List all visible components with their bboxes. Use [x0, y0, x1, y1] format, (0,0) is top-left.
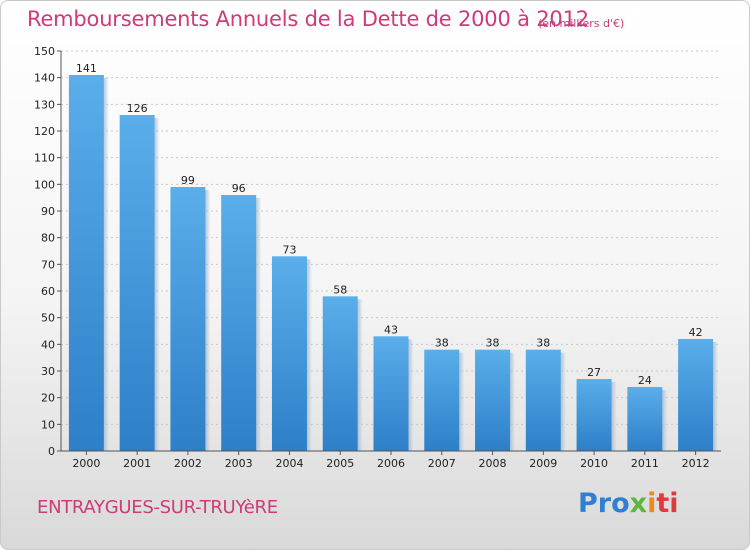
- y-tick-label: 110: [34, 152, 55, 165]
- chart-title: Remboursements Annuels de la Dette de 20…: [27, 7, 589, 31]
- bar-shadow: [103, 78, 109, 451]
- logo-part-4: ti: [656, 488, 679, 519]
- y-tick-label: 60: [41, 285, 55, 298]
- bar-shadow: [510, 352, 516, 451]
- x-tick-label: 2005: [326, 457, 354, 470]
- x-tick-label: 2002: [174, 457, 202, 470]
- y-tick-label: 0: [48, 445, 55, 458]
- bar: [475, 349, 511, 451]
- data-label: 73: [282, 243, 296, 256]
- data-label: 38: [435, 337, 449, 350]
- bar: [170, 187, 206, 451]
- data-label: 24: [638, 374, 652, 387]
- bar: [424, 349, 460, 451]
- x-tick-label: 2007: [428, 457, 456, 470]
- x-tick-label: 2000: [72, 457, 100, 470]
- y-tick-label: 140: [34, 72, 55, 85]
- bar-shadow: [256, 198, 262, 451]
- bar: [221, 195, 257, 451]
- bar-shadow: [408, 339, 414, 451]
- x-tick-label: 2006: [377, 457, 405, 470]
- bar-shadow: [662, 390, 668, 451]
- data-label: 58: [333, 283, 347, 296]
- x-tick-label: 2008: [479, 457, 507, 470]
- x-tick-label: 2012: [682, 457, 710, 470]
- bar: [322, 296, 358, 451]
- data-label: 141: [76, 62, 97, 75]
- data-label: 38: [536, 337, 550, 350]
- proxiti-logo: Proxiti: [578, 488, 679, 519]
- data-label: 42: [689, 326, 703, 339]
- x-tick-label: 2010: [580, 457, 608, 470]
- bar: [68, 75, 104, 451]
- y-tick-label: 130: [34, 98, 55, 111]
- y-tick-label: 10: [41, 418, 55, 431]
- bar-shadow: [357, 299, 363, 451]
- bar: [576, 379, 612, 451]
- y-tick-label: 100: [34, 178, 55, 191]
- bar-shadow: [560, 352, 566, 451]
- bar: [271, 256, 307, 451]
- bar-shadow: [611, 382, 617, 451]
- bar: [373, 336, 409, 451]
- data-label: 38: [486, 337, 500, 350]
- x-tick-label: 2009: [529, 457, 557, 470]
- data-label: 99: [181, 174, 195, 187]
- x-tick-label: 2011: [631, 457, 659, 470]
- x-tick-label: 2004: [275, 457, 303, 470]
- data-label: 43: [384, 323, 398, 336]
- data-label: 27: [587, 366, 601, 379]
- data-label: 96: [232, 182, 246, 195]
- y-tick-label: 80: [41, 232, 55, 245]
- y-tick-label: 20: [41, 392, 55, 405]
- y-tick-label: 150: [34, 45, 55, 58]
- bar-shadow: [154, 118, 160, 451]
- y-tick-label: 70: [41, 258, 55, 271]
- bar: [119, 115, 155, 451]
- bar-shadow: [205, 190, 211, 451]
- x-tick-label: 2001: [123, 457, 151, 470]
- town-name: ENTRAYGUES-SUR-TRUYèRE: [37, 497, 278, 518]
- y-tick-label: 30: [41, 365, 55, 378]
- bar-shadow: [713, 342, 719, 451]
- logo-part-2: x: [629, 488, 648, 519]
- x-tick-label: 2003: [225, 457, 253, 470]
- bar-shadow: [459, 352, 465, 451]
- y-tick-label: 40: [41, 338, 55, 351]
- logo-part-3: i: [647, 488, 657, 519]
- bar: [627, 387, 663, 451]
- y-tick-label: 90: [41, 205, 55, 218]
- data-label: 126: [127, 102, 148, 115]
- bar: [678, 339, 714, 451]
- y-tick-label: 120: [34, 125, 55, 138]
- bar: [525, 349, 561, 451]
- y-tick-label: 50: [41, 312, 55, 325]
- logo-part-1: Pro: [578, 488, 630, 519]
- unit-label: (en milliers d'€): [538, 17, 625, 30]
- bar-shadow: [306, 259, 312, 451]
